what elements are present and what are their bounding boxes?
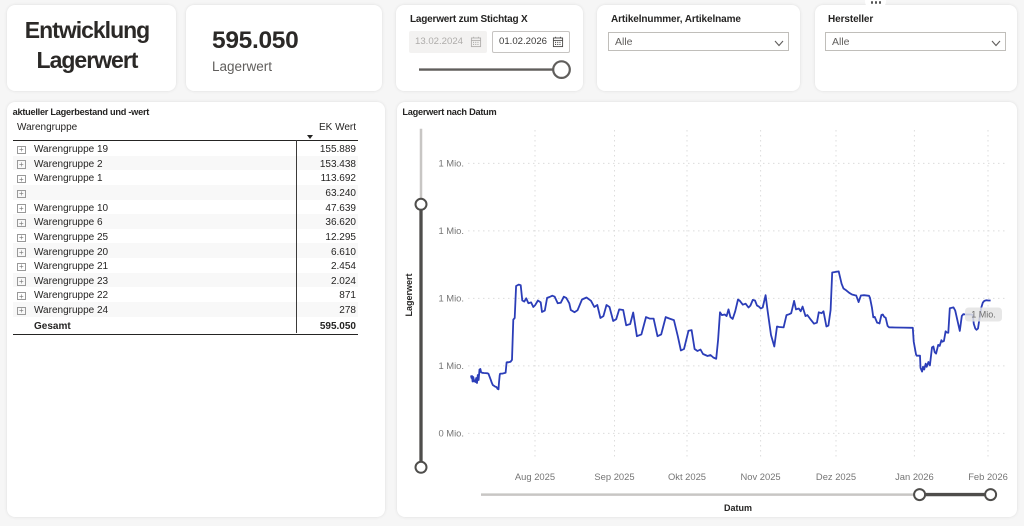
svg-text:Lagerwert: Lagerwert	[404, 273, 414, 316]
svg-text:Feb 2026: Feb 2026	[968, 471, 1008, 482]
svg-text:1 Mio.: 1 Mio.	[971, 310, 996, 320]
svg-text:0 Mio.: 0 Mio.	[438, 428, 464, 439]
svg-text:Aug 2025: Aug 2025	[515, 471, 555, 482]
svg-text:1 Mio.: 1 Mio.	[438, 158, 464, 169]
svg-text:Nov 2025: Nov 2025	[741, 471, 781, 482]
svg-text:Dez 2025: Dez 2025	[816, 471, 856, 482]
svg-text:1 Mio.: 1 Mio.	[438, 360, 464, 371]
svg-text:1 Mio.: 1 Mio.	[438, 293, 464, 304]
svg-text:Sep 2025: Sep 2025	[594, 471, 634, 482]
svg-text:Jan 2026: Jan 2026	[895, 471, 934, 482]
svg-text:1 Mio.: 1 Mio.	[438, 225, 464, 236]
svg-text:Datum: Datum	[724, 503, 752, 513]
svg-text:Okt 2025: Okt 2025	[668, 471, 706, 482]
